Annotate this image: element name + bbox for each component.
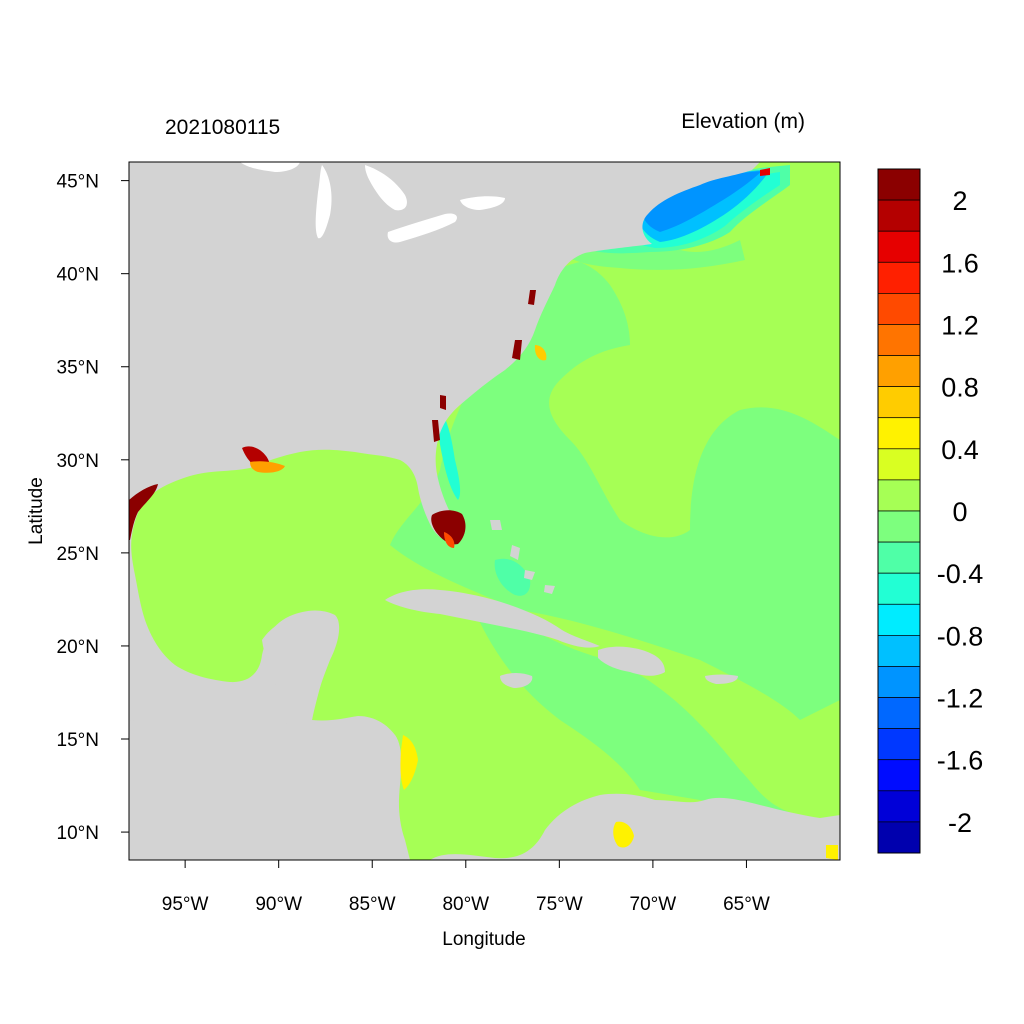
lake-erie	[387, 213, 457, 243]
land-yucatan	[262, 612, 339, 722]
land-cuba	[385, 589, 600, 648]
ocean-region-bahamas-banks	[494, 558, 531, 596]
surge-orinoco	[826, 845, 838, 860]
surge-nicaragua	[400, 735, 418, 790]
y-tick-label: 40°N	[57, 265, 99, 286]
surge-pamlico	[534, 345, 547, 361]
y-tick-label: 45°N	[57, 172, 99, 193]
ocean-region-caribbean-east	[470, 600, 840, 860]
surge-carolina	[512, 290, 536, 360]
colorbar-label: -0.8	[937, 621, 984, 651]
colorbar-frame	[877, 168, 921, 854]
y-tick-label: 15°N	[57, 730, 99, 751]
colorbar-label: -1.2	[937, 684, 984, 714]
lake-michigan	[315, 165, 332, 239]
colorbar-swatch	[877, 572, 921, 605]
surge-texas	[129, 484, 158, 540]
coastal-surge-areas	[129, 168, 838, 860]
colorbar-swatch	[877, 355, 921, 387]
land-hispaniola	[598, 646, 665, 676]
x-tick-label: 80°W	[442, 894, 489, 915]
land-jamaica	[500, 673, 533, 688]
colorbar-swatch	[877, 386, 921, 419]
colorbar-swatch	[877, 759, 921, 792]
lake-huron	[365, 165, 407, 211]
colorbar-swatch	[877, 168, 921, 201]
map-variable-title: Elevation (m)	[681, 110, 805, 133]
surge-louisiana-orange	[250, 461, 285, 473]
y-tick-label: 10°N	[57, 823, 99, 844]
colorbar-swatch	[877, 261, 921, 294]
y-tick-label: 35°N	[57, 358, 99, 379]
y-axis-title: Latitude	[26, 477, 47, 545]
colorbar-label: 0.8	[941, 373, 979, 403]
elevation-colorbar: 2 1.6 1.2 0.8 0.4 0 -0.4 -0.8 -1.2 -1.6 -2	[877, 168, 984, 854]
land-south-america	[430, 793, 840, 860]
map-timestamp-title: 2021080115	[165, 116, 280, 139]
colorbar-swatch	[877, 199, 921, 232]
surge-maracaibo	[613, 821, 634, 848]
map-plot-area	[129, 162, 840, 860]
y-tick-label: 25°N	[57, 544, 99, 565]
colorbar-label: 1.6	[941, 248, 979, 278]
great-lakes	[240, 162, 505, 243]
colorbar-label: -0.4	[937, 559, 984, 589]
colorbar-swatch	[877, 666, 921, 698]
ocean-region-gulfstream	[560, 240, 745, 270]
colorbar-swatch	[877, 790, 921, 823]
ocean-region-florida-coast	[438, 410, 461, 500]
colorbar-label: -2	[948, 808, 972, 838]
lake-ontario	[460, 196, 505, 210]
colorbar-swatch	[877, 324, 921, 356]
colorbar-label: 1.2	[941, 310, 979, 340]
x-tick-label: 70°W	[630, 894, 677, 915]
lake-superior	[240, 162, 300, 172]
ocean-region-negative	[390, 262, 840, 720]
colorbar-label: 0.4	[941, 435, 979, 465]
colorbar-label: 0	[952, 497, 967, 527]
surge-nova-scotia	[760, 168, 770, 176]
colorbar-label: 2	[952, 186, 967, 216]
colorbar-swatch	[877, 230, 921, 263]
colorbar-swatch	[877, 448, 921, 481]
surge-florida-south	[431, 510, 466, 545]
colorbar-swatch	[877, 697, 921, 729]
colorbar-swatch	[877, 510, 921, 543]
colorbar-swatch	[877, 541, 921, 574]
ocean-region-maine-blue	[642, 171, 762, 232]
x-axis-title: Longitude	[442, 929, 525, 950]
colorbar-label: -1.6	[937, 746, 984, 776]
y-tick-label: 20°N	[57, 637, 99, 658]
x-axis: 95°W 90°W 85°W 80°W 75°W 70°W 65°W	[162, 860, 770, 915]
y-axis: 45°N 40°N 35°N 30°N 25°N 20°N 15°N 10°N	[57, 172, 129, 844]
colorbar-swatch	[877, 417, 921, 450]
land-central-america	[129, 720, 405, 860]
y-tick-label: 30°N	[57, 451, 99, 472]
colorbar-swatch	[877, 603, 921, 636]
colorbar-swatch	[877, 293, 921, 325]
x-tick-label: 75°W	[536, 894, 583, 915]
surge-georgia-coast	[432, 395, 446, 442]
land-bahamas	[490, 520, 555, 594]
land-puerto-rico	[705, 674, 738, 684]
colorbar-swatch	[877, 635, 921, 667]
x-tick-label: 65°W	[723, 894, 770, 915]
x-tick-label: 85°W	[349, 894, 396, 915]
colorbar-swatch	[877, 728, 921, 761]
colorbar-swatch	[877, 821, 921, 854]
x-tick-label: 90°W	[255, 894, 302, 915]
map-border	[128, 161, 841, 861]
colorbar-swatch	[877, 479, 921, 512]
surge-florida-tip	[444, 532, 455, 548]
x-tick-label: 95°W	[162, 894, 209, 915]
